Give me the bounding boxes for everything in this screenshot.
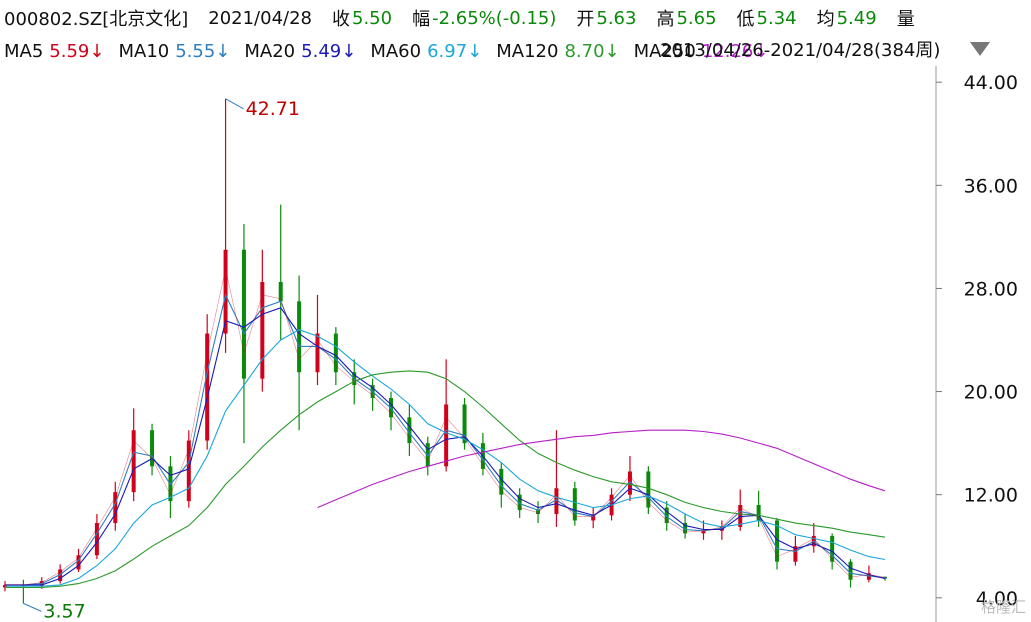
candle-body — [76, 555, 81, 570]
quote-date: 2021/04/28 — [208, 7, 312, 29]
annotation-arrow — [23, 602, 42, 612]
candle-body — [21, 584, 26, 587]
y-tick-label: 12.00 — [964, 485, 1018, 507]
candle-body — [848, 561, 853, 580]
field-label: 均 — [816, 9, 835, 30]
candle-body — [223, 249, 228, 334]
candle-body — [425, 443, 430, 467]
annotation-arrow — [225, 98, 244, 110]
ma-line — [5, 293, 886, 586]
legend-value: 8.70↓ — [564, 40, 620, 62]
candle-body — [94, 523, 99, 556]
field-label: 开 — [576, 9, 595, 30]
candle-body — [775, 520, 780, 562]
field-label: 收 — [332, 9, 350, 30]
y-tick-label: 44.00 — [964, 72, 1018, 94]
y-tick-label: 4.00 — [976, 588, 1018, 610]
candle-body — [58, 569, 63, 582]
annotation-label: 42.71 — [246, 98, 300, 120]
dropdown-arrow[interactable] — [970, 42, 990, 56]
y-tick-label: 28.00 — [964, 278, 1018, 300]
ma-line — [317, 429, 886, 509]
candle-body — [591, 515, 596, 521]
watermark: 格隆汇 — [981, 598, 1026, 616]
legend-value: 5.49↓ — [301, 40, 357, 62]
candle-body — [205, 333, 210, 441]
legend-value: 5.55↓ — [175, 40, 231, 62]
candle-body — [278, 281, 283, 302]
quote-bar: 000802.SZ[北京文化] 2021/04/28 收 5.50 幅 -2.65%(-0… — [4, 3, 921, 33]
date-range: 2013/04/26-2021/04/28(384周) — [660, 40, 941, 61]
annotation-label: 3.57 — [43, 600, 85, 622]
candle-body — [186, 440, 191, 502]
ma-line — [5, 370, 886, 589]
candle-body — [517, 494, 522, 511]
candle-body — [756, 505, 761, 521]
ma-legend: MA5 5.59↓ MA10 5.55↓ MA20 5.49↓ MA60 6.97↓ MA120… — [4, 36, 782, 66]
candle-body — [333, 333, 338, 373]
field-value: -2.65%(-0.15) — [432, 7, 557, 29]
candle-body — [315, 333, 320, 373]
stock-code: 000802.SZ[北京文化] — [4, 9, 189, 30]
candle-body — [407, 417, 412, 444]
candle-body — [113, 492, 118, 524]
candle-body — [297, 301, 302, 373]
volume-label: 量 — [896, 9, 915, 30]
field-label: 幅 — [412, 9, 431, 30]
candle-body — [866, 573, 871, 580]
field-value: 5.65 — [676, 7, 717, 29]
field-value: 5.63 — [596, 7, 637, 29]
candle-body — [499, 468, 504, 495]
candle-body — [830, 535, 835, 562]
y-tick-label: 20.00 — [964, 382, 1018, 404]
candle-body — [150, 430, 155, 467]
candle-body — [462, 404, 467, 444]
candle-body — [572, 488, 577, 521]
candle-body — [738, 505, 743, 527]
legend-value: 5.59↓ — [49, 40, 105, 62]
field-value: 5.49 — [836, 7, 877, 29]
candle-body — [646, 471, 651, 508]
field-label: 高 — [656, 9, 675, 30]
ma-line — [5, 329, 886, 587]
legend-name: MA5 — [4, 40, 44, 62]
candle-body — [241, 249, 246, 379]
field-value: 5.50 — [352, 7, 393, 29]
candle-body — [701, 530, 706, 534]
field-label: 低 — [736, 9, 755, 30]
legend-name: MA20 — [244, 40, 296, 62]
candle-body — [536, 510, 541, 515]
legend-value: 12.26↓ — [701, 40, 769, 62]
candle-body — [260, 281, 265, 379]
candle-body — [793, 546, 798, 562]
candle-body — [554, 488, 559, 515]
ma-line — [5, 269, 886, 586]
legend-name: MA250 — [633, 40, 696, 62]
legend-name: MA120 — [496, 40, 559, 62]
field-value: 5.34 — [756, 7, 797, 29]
y-tick-label: 36.00 — [964, 175, 1018, 197]
legend-name: MA10 — [118, 40, 170, 62]
candle-body — [683, 523, 688, 534]
candle-body — [664, 507, 669, 524]
candle-body — [131, 430, 136, 493]
candle-body — [444, 404, 449, 467]
candle-body — [627, 471, 632, 495]
legend-name: MA60 — [370, 40, 422, 62]
legend-value: 6.97↓ — [427, 40, 483, 62]
